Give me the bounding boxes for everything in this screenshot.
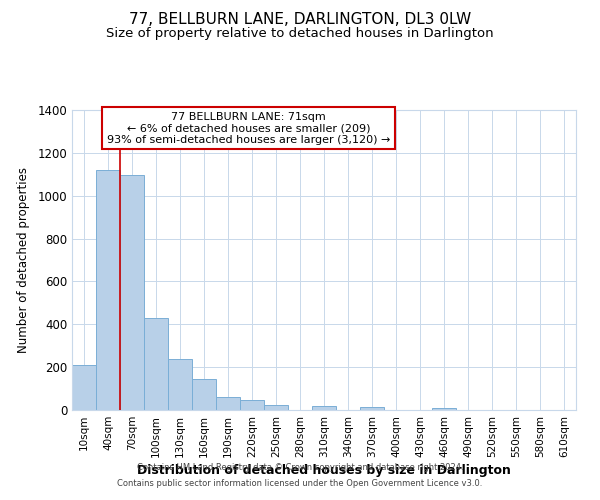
Bar	[72, 365, 96, 410]
Bar	[120, 176, 144, 410]
Bar	[216, 397, 240, 410]
Text: Contains public sector information licensed under the Open Government Licence v3: Contains public sector information licen…	[118, 478, 482, 488]
Text: 77, BELLBURN LANE, DARLINGTON, DL3 0LW: 77, BELLBURN LANE, DARLINGTON, DL3 0LW	[129, 12, 471, 28]
Text: 77 BELLBURN LANE: 71sqm
← 6% of detached houses are smaller (209)
93% of semi-de: 77 BELLBURN LANE: 71sqm ← 6% of detached…	[107, 112, 390, 144]
Text: Contains HM Land Registry data © Crown copyright and database right 2024.: Contains HM Land Registry data © Crown c…	[137, 464, 463, 472]
Bar	[96, 170, 120, 410]
Bar	[360, 408, 384, 410]
Bar	[312, 406, 336, 410]
Bar	[144, 318, 168, 410]
Y-axis label: Number of detached properties: Number of detached properties	[17, 167, 31, 353]
Bar	[432, 408, 456, 410]
Bar	[264, 406, 288, 410]
X-axis label: Distribution of detached houses by size in Darlington: Distribution of detached houses by size …	[137, 464, 511, 477]
Bar	[192, 379, 216, 410]
Bar	[168, 358, 192, 410]
Text: Size of property relative to detached houses in Darlington: Size of property relative to detached ho…	[106, 28, 494, 40]
Bar	[240, 400, 264, 410]
